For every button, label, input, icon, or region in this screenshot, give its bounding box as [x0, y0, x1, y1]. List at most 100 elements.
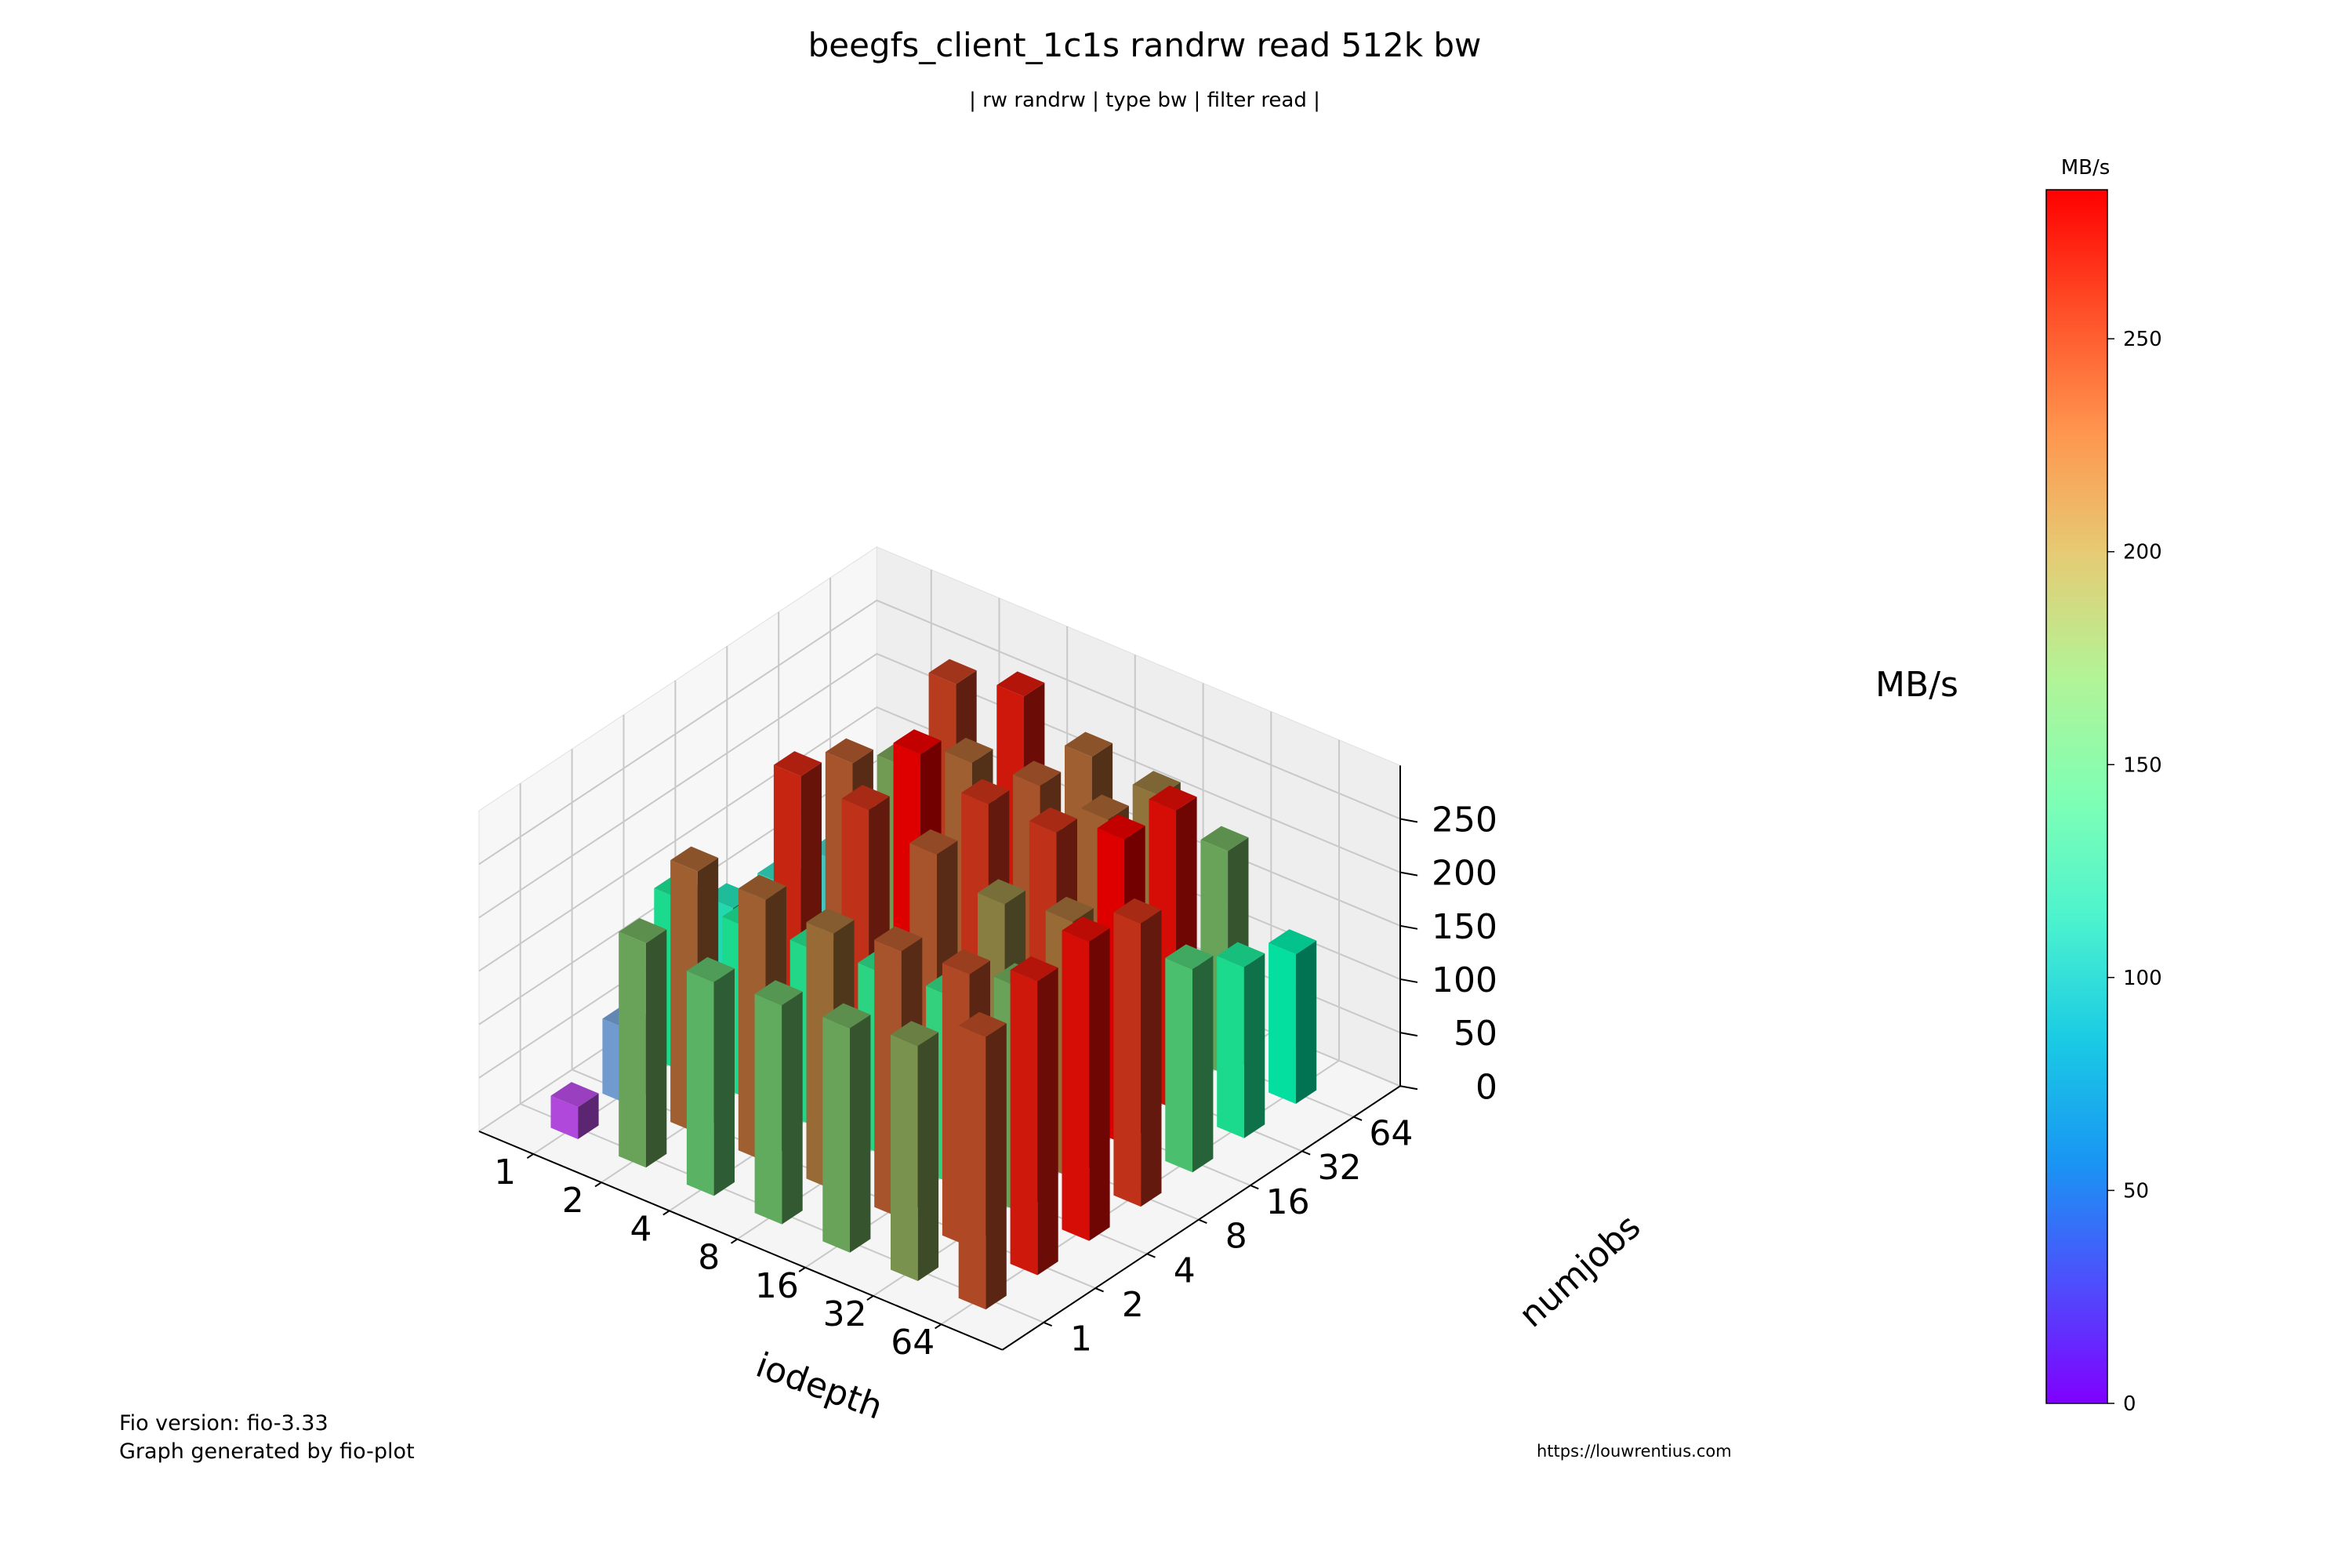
bar-top	[928, 659, 977, 684]
bar-top	[670, 846, 719, 872]
bar-top	[945, 738, 993, 763]
x-tick	[935, 1323, 942, 1330]
colorbar-label: MB/s	[2061, 156, 2111, 180]
colorbar-gradient	[2045, 189, 2108, 1404]
bar-top	[773, 751, 822, 777]
colorbar-tick-label: 250	[2123, 328, 2162, 351]
y-tick	[1043, 1321, 1053, 1327]
bar-top	[1165, 944, 1214, 970]
bar-top	[841, 785, 890, 811]
footer-url: https://louwrentius.com	[1537, 1442, 1732, 1461]
z-tick-label: 200	[1432, 854, 1497, 894]
z-tick	[1399, 871, 1418, 877]
x-tick	[798, 1266, 806, 1272]
y-tick	[1198, 1218, 1207, 1224]
x-tick	[866, 1295, 874, 1301]
bar-top	[738, 874, 786, 900]
bar-side	[1089, 927, 1110, 1241]
bar	[1269, 929, 1317, 1104]
bar-front	[686, 971, 714, 1196]
chart-title: beegfs_client_1c1s randrw read 512k bw	[808, 26, 1482, 64]
x-tick-label: 64	[891, 1323, 935, 1363]
bar-top	[961, 779, 1010, 804]
x-tick-label: 1	[494, 1152, 516, 1192]
bar-top	[1029, 807, 1077, 833]
bar-front	[1269, 942, 1296, 1104]
bar-side	[1037, 967, 1058, 1276]
bar-top	[1149, 785, 1197, 811]
bar-top	[550, 1082, 599, 1108]
x-tick	[594, 1181, 602, 1188]
bar-side	[1192, 955, 1214, 1173]
bar-top	[893, 729, 942, 755]
y-tick	[1353, 1116, 1363, 1121]
bar-top	[1013, 760, 1062, 786]
bar-side	[713, 968, 735, 1196]
bar-side	[850, 1014, 871, 1253]
bar-top	[1097, 814, 1145, 840]
colorbar-tick-label: 150	[2123, 753, 2162, 777]
colorbar-ticks: 0 50 100 150 200 250	[2107, 328, 2162, 1416]
bar-top	[806, 908, 855, 934]
bar-front	[1062, 930, 1090, 1241]
bar	[1062, 916, 1110, 1241]
bar-front	[1217, 956, 1244, 1138]
y-tick-label: 8	[1225, 1217, 1247, 1257]
bar-side	[985, 1023, 1007, 1310]
z-tick	[1399, 818, 1418, 823]
bar-front	[619, 931, 646, 1168]
bar-front	[1010, 970, 1038, 1276]
y-tick-label: 2	[1122, 1285, 1144, 1325]
bar-side	[1295, 940, 1317, 1104]
bar-front	[822, 1017, 850, 1253]
colorbar-tick-label: 0	[2123, 1392, 2136, 1416]
y-tick	[1301, 1150, 1311, 1156]
bar-front	[1165, 957, 1192, 1173]
chart-subtitle: | rw randrw | type bw | filter read |	[969, 89, 1320, 112]
x-tick	[526, 1153, 534, 1160]
bar-top	[1113, 898, 1162, 924]
x-tick-label: 16	[755, 1266, 799, 1306]
z-tick-label: 150	[1432, 907, 1497, 947]
bar-front	[1113, 912, 1142, 1207]
bar-top	[825, 738, 873, 764]
y-tick-label: 32	[1318, 1148, 1362, 1188]
y-tick-label: 1	[1070, 1319, 1092, 1359]
bar-front	[754, 993, 782, 1225]
bar-top	[1045, 896, 1094, 922]
bar	[1113, 898, 1162, 1207]
z-tick-label: 0	[1475, 1067, 1497, 1107]
bar-top	[978, 879, 1026, 905]
z-tick	[1399, 924, 1418, 930]
bar-side	[1243, 953, 1265, 1138]
bar-front	[550, 1095, 579, 1139]
bar-front	[958, 1025, 986, 1310]
bar	[1165, 944, 1214, 1173]
bar-top	[1200, 826, 1249, 851]
bar-top	[874, 926, 923, 952]
y-tick	[1250, 1185, 1259, 1190]
bar	[550, 1082, 599, 1139]
bar-top	[822, 1003, 871, 1029]
bar-top	[1217, 942, 1265, 967]
footer-fio-version: Fio version: fio-3.33	[119, 1411, 328, 1436]
bar-top	[891, 1021, 939, 1047]
colorbar: MB/s 0 50 100 150 200 250	[2045, 156, 2162, 1416]
bar-side	[645, 929, 667, 1168]
z-tick-label: 250	[1432, 800, 1497, 840]
y-tick	[1094, 1287, 1104, 1293]
bar-top	[1080, 794, 1129, 820]
bar	[822, 1003, 871, 1253]
bar-top	[619, 918, 667, 943]
y-axis-label: numjobs	[1512, 1207, 1648, 1335]
z-tick-label: 100	[1432, 960, 1497, 1000]
z-axis-label: MB/s	[1875, 665, 1958, 705]
bar	[619, 918, 667, 1168]
x-tick-label: 2	[562, 1181, 584, 1221]
grid-line-z	[478, 652, 1401, 919]
grid-line-z	[478, 599, 1401, 866]
bar-top	[1062, 916, 1110, 942]
y-tick-label: 4	[1174, 1250, 1196, 1290]
